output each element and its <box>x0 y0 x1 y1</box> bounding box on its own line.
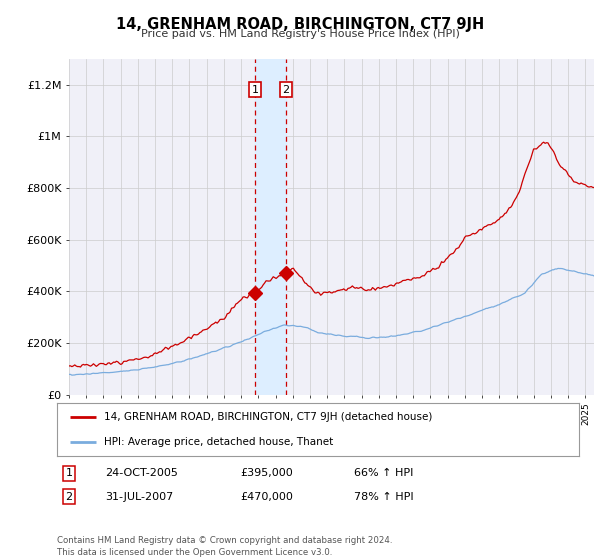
Text: 14, GRENHAM ROAD, BIRCHINGTON, CT7 9JH: 14, GRENHAM ROAD, BIRCHINGTON, CT7 9JH <box>116 17 484 32</box>
Text: 66% ↑ HPI: 66% ↑ HPI <box>354 468 413 478</box>
Text: 78% ↑ HPI: 78% ↑ HPI <box>354 492 413 502</box>
Text: Contains HM Land Registry data © Crown copyright and database right 2024.
This d: Contains HM Land Registry data © Crown c… <box>57 536 392 557</box>
Text: 1: 1 <box>65 468 73 478</box>
Text: 14, GRENHAM ROAD, BIRCHINGTON, CT7 9JH (detached house): 14, GRENHAM ROAD, BIRCHINGTON, CT7 9JH (… <box>104 412 433 422</box>
Text: 31-JUL-2007: 31-JUL-2007 <box>105 492 173 502</box>
Text: £470,000: £470,000 <box>240 492 293 502</box>
Text: Price paid vs. HM Land Registry's House Price Index (HPI): Price paid vs. HM Land Registry's House … <box>140 29 460 39</box>
Text: HPI: Average price, detached house, Thanet: HPI: Average price, detached house, Than… <box>104 437 333 447</box>
Text: 24-OCT-2005: 24-OCT-2005 <box>105 468 178 478</box>
Text: 2: 2 <box>282 85 289 95</box>
Text: £395,000: £395,000 <box>240 468 293 478</box>
Text: 2: 2 <box>65 492 73 502</box>
Bar <box>255 59 286 395</box>
Text: 1: 1 <box>251 85 259 95</box>
